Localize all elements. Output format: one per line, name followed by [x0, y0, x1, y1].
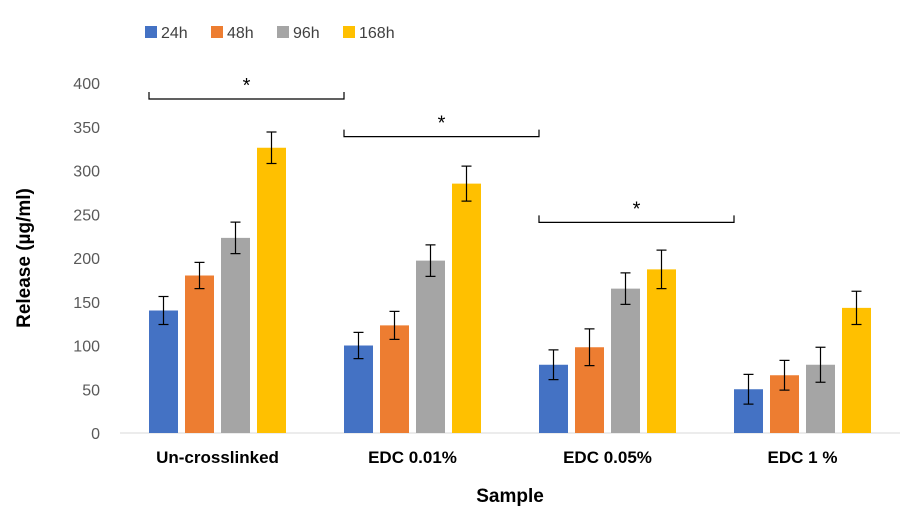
legend: 24h 48h 96h 168h: [145, 25, 395, 42]
bar-48h-0: [185, 275, 214, 433]
y-tick-label: 200: [73, 251, 100, 268]
bar-96h-0: [221, 237, 250, 433]
bar-168h-1: [452, 183, 481, 433]
legend-label-96h: 96h: [293, 25, 320, 42]
y-tick-label: 300: [73, 164, 100, 181]
y-tick-label: 350: [73, 120, 100, 137]
significance-bracket: [148, 92, 345, 100]
significance-star: *: [633, 198, 641, 220]
category-label: EDC 0.01%: [368, 448, 457, 467]
bar-48h-1: [380, 325, 409, 433]
bar-24h-0: [149, 310, 178, 433]
bars: [149, 147, 871, 433]
significance-star: *: [243, 75, 251, 97]
category-label: EDC 1 %: [768, 448, 838, 467]
y-tick-label: 50: [82, 382, 100, 399]
category-label: Un-crosslinked: [156, 448, 279, 467]
y-tick-label: 0: [91, 426, 100, 443]
y-tick-label: 400: [73, 76, 100, 93]
y-tick-label: 250: [73, 207, 100, 224]
bar-96h-1: [416, 260, 445, 433]
bar-168h-2: [647, 269, 676, 433]
error-bars: [158, 131, 862, 405]
significance-star: *: [438, 113, 446, 135]
legend-label-48h: 48h: [227, 25, 254, 42]
legend-swatch-24h: [145, 26, 157, 38]
legend-swatch-48h: [211, 26, 223, 38]
x-axis-categories: Un-crosslinked EDC 0.01% EDC 0.05% EDC 1 %: [156, 448, 837, 467]
legend-swatch-96h: [277, 26, 289, 38]
legend-label-24h: 24h: [161, 25, 188, 42]
y-tick-label: 100: [73, 339, 100, 356]
bar-96h-2: [611, 288, 640, 433]
significance-brackets: * * *: [148, 75, 735, 223]
legend-swatch-168h: [343, 26, 355, 38]
bar-168h-0: [257, 147, 286, 433]
significance-bracket: [343, 129, 540, 138]
bar-24h-1: [344, 345, 373, 433]
legend-label-168h: 168h: [359, 25, 395, 42]
y-tick-label: 150: [73, 295, 100, 312]
category-label: EDC 0.05%: [563, 448, 652, 467]
y-axis-ticks: 0 50 100 150 200 250 300 350 400: [73, 76, 100, 443]
y-axis-title: Release (µg/ml): [14, 188, 35, 328]
x-axis-title: Sample: [476, 486, 544, 507]
significance-bracket: [538, 215, 735, 223]
bar-168h-3: [842, 307, 871, 433]
